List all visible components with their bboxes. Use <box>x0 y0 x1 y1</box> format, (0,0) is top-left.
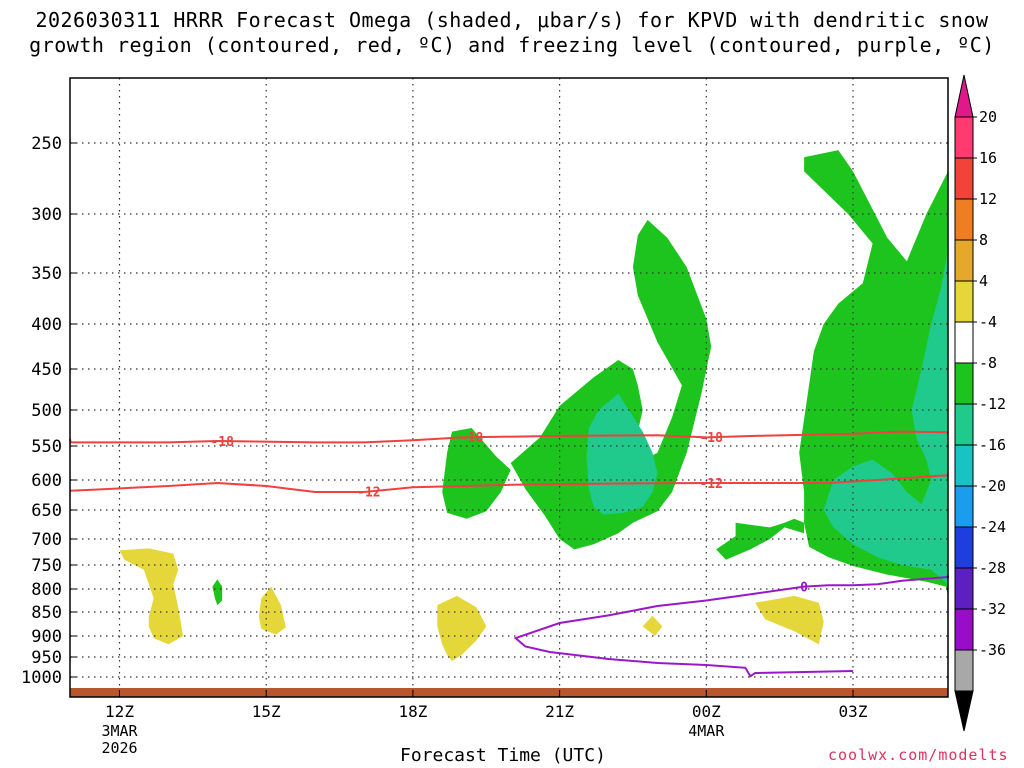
colorbar-swatch <box>954 198 974 241</box>
dendritic-bottom-label: -12 <box>699 477 722 492</box>
grid-lines <box>70 78 948 697</box>
colorbar-label: 12 <box>979 190 997 208</box>
colorbar-swatch <box>954 608 974 651</box>
omega-region-1 <box>119 548 184 645</box>
y-axis-ticks: 250 300 350 400 450 500 550 600 650 700 750 800 850 9… <box>21 134 76 688</box>
colorbar-label: 8 <box>979 231 988 249</box>
colorbar-swatch <box>954 444 974 487</box>
freezing-level-line <box>513 575 949 678</box>
colorbar-label: -8 <box>979 354 997 372</box>
colorbar-swatch <box>954 239 974 282</box>
colorbar-label: -32 <box>979 600 1006 618</box>
colorbar-label: -28 <box>979 559 1006 577</box>
x-tick-label: 00Z <box>692 702 721 721</box>
dendritic-bottom-label: -12 <box>357 486 380 501</box>
colorbar-label: -12 <box>979 395 1006 413</box>
dendritic-top-label: -18 <box>210 435 234 450</box>
x-tick-label: 12Z <box>105 702 134 721</box>
omega-shaded-regions <box>119 150 948 661</box>
x-tick-label: 18Z <box>398 702 427 721</box>
omega-region-12 <box>823 225 948 592</box>
dendritic-top-label: -18 <box>699 431 723 446</box>
colorbar-top-arrow <box>954 74 974 118</box>
omega-region-8 <box>442 428 511 519</box>
omega-region-9 <box>510 219 712 550</box>
colorbar-swatch <box>954 526 974 569</box>
x-tick-label: 03Z <box>839 702 868 721</box>
temperature-contours: -18 -18 -18 -12 -12 0 <box>69 430 949 678</box>
y-tick-label: 650 <box>31 501 62 521</box>
colorbar-swatch <box>954 362 974 405</box>
omega-region-5 <box>755 595 824 645</box>
colorbar-bottom-arrow <box>954 690 974 732</box>
y-tick-label: 600 <box>31 471 62 491</box>
colorbar-swatch <box>954 321 974 364</box>
omega-colorbar: 20 16 12 8 4 -4 -8 -12 -16 -20 -24 -28 -32 -36 <box>954 74 1006 732</box>
colorbar-label: -36 <box>979 641 1006 659</box>
omega-region-3 <box>437 595 487 661</box>
y-tick-label: 700 <box>31 530 62 550</box>
x-tick-sublabel: 3MAR <box>101 722 138 740</box>
colorbar-label: -4 <box>979 313 997 331</box>
y-tick-label: 500 <box>31 401 62 421</box>
colorbar-swatch <box>954 116 974 159</box>
y-tick-label: 400 <box>31 315 62 335</box>
y-tick-label: 950 <box>31 648 62 668</box>
x-axis-label: Forecast Time (UTC) <box>400 745 606 766</box>
chart-title-line-1: 2026030311 HRRR Forecast Omega (shaded, … <box>35 8 989 32</box>
colorbar-label: 16 <box>979 149 997 167</box>
colorbar-label: -20 <box>979 477 1006 495</box>
y-tick-label: 550 <box>31 437 62 457</box>
y-tick-label: 350 <box>31 264 62 284</box>
dendritic-bottom-line <box>69 474 949 493</box>
y-tick-label: 900 <box>31 627 62 647</box>
colorbar-swatch <box>954 280 974 323</box>
colorbar-swatch <box>954 157 974 200</box>
y-tick-label: 800 <box>31 580 62 600</box>
x-tick-sublabel: 2026 <box>101 739 137 757</box>
colorbar-label: -16 <box>979 436 1006 454</box>
y-tick-label: 1000 <box>21 668 62 688</box>
colorbar-swatch <box>954 485 974 528</box>
y-tick-label: 300 <box>31 205 62 225</box>
source-credit: coolwx.com/modelts <box>828 746 1009 764</box>
x-tick-sublabel: 4MAR <box>688 722 725 740</box>
freezing-level-label: 0 <box>800 581 808 596</box>
plot-frame <box>69 77 949 698</box>
y-tick-label: 850 <box>31 603 62 623</box>
chart-title-line-2: growth region (contoured, red, ºC) and f… <box>29 33 995 57</box>
omega-region-7 <box>212 579 223 606</box>
x-tick-label: 21Z <box>545 702 574 721</box>
y-tick-label: 750 <box>31 556 62 576</box>
dendritic-top-line <box>69 430 949 444</box>
omega-region-4 <box>642 615 663 636</box>
ground-surface <box>70 688 948 697</box>
dendritic-top-label: -18 <box>460 431 484 446</box>
y-tick-label: 250 <box>31 134 62 154</box>
colorbar-label: 20 <box>979 108 997 126</box>
colorbar-label: -24 <box>979 518 1006 536</box>
y-tick-label: 450 <box>31 360 62 380</box>
colorbar-swatch <box>954 649 974 692</box>
colorbar-swatch <box>954 567 974 610</box>
colorbar-swatch <box>954 403 974 446</box>
omega-region-2 <box>258 586 286 635</box>
colorbar-label: 4 <box>979 272 988 290</box>
x-tick-label: 15Z <box>252 702 281 721</box>
